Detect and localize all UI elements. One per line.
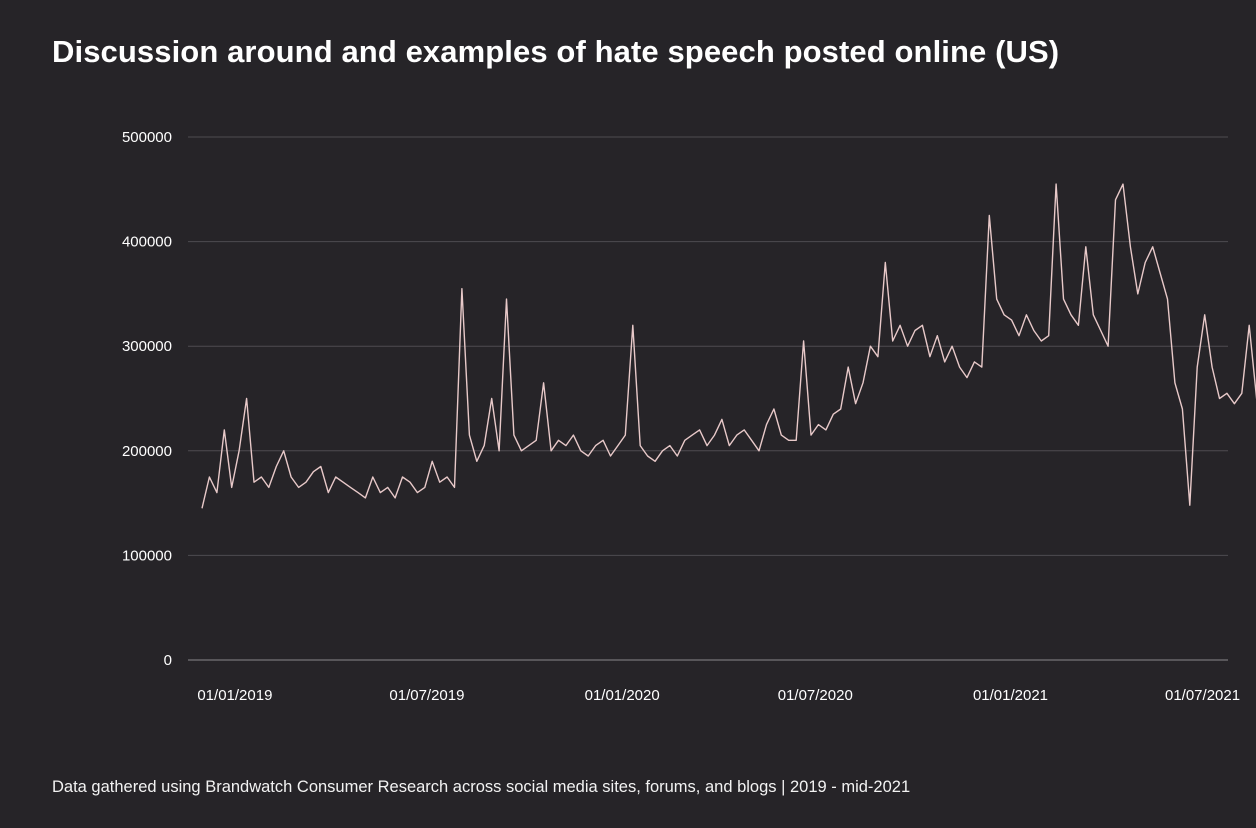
x-tick-label: 01/07/2019 (389, 687, 464, 704)
x-tick-label: 01/01/2020 (585, 687, 660, 704)
gridlines (188, 136, 1228, 661)
y-tick-label: 300000 (122, 338, 172, 355)
x-tick-label: 01/01/2019 (197, 687, 272, 704)
y-tick-label: 0 (164, 652, 172, 669)
y-tick-label: 200000 (122, 443, 172, 460)
y-tick-label: 500000 (122, 129, 172, 146)
x-tick-label: 01/07/2021 (1165, 687, 1240, 704)
series-line (201, 183, 1256, 509)
x-axis-ticks: 01/01/2019 01/07/2019 01/01/2020 01/07/2020… (197, 687, 1240, 704)
x-tick-label: 01/01/2021 (973, 687, 1048, 704)
y-tick-label: 100000 (122, 547, 172, 564)
x-tick-label: 01/07/2020 (778, 687, 853, 704)
chart-title: Discussion around and examples of hate s… (52, 34, 1060, 69)
series-layer (201, 183, 1256, 509)
y-axis-ticks: 0 100000 200000 300000 400000 500000 (122, 129, 172, 669)
footer-source-note: Data gathered using Brandwatch Consumer … (52, 778, 911, 796)
y-tick-label: 400000 (122, 234, 172, 251)
